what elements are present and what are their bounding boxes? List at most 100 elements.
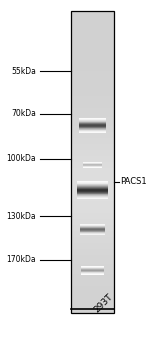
Bar bbox=[79, 128, 107, 129]
Text: 100kDa: 100kDa bbox=[6, 154, 36, 163]
Bar bbox=[77, 182, 108, 183]
Bar bbox=[79, 129, 107, 130]
Bar bbox=[71, 186, 114, 189]
Bar bbox=[71, 75, 114, 77]
Bar bbox=[71, 207, 114, 210]
Bar bbox=[71, 141, 114, 144]
Text: 170kDa: 170kDa bbox=[6, 256, 36, 265]
Bar bbox=[79, 121, 107, 122]
Bar bbox=[71, 289, 114, 292]
Bar bbox=[71, 165, 114, 168]
Bar bbox=[71, 90, 114, 92]
Text: 70kDa: 70kDa bbox=[11, 109, 36, 118]
Bar bbox=[79, 126, 107, 127]
Bar bbox=[71, 14, 114, 17]
Bar bbox=[71, 69, 114, 71]
Bar bbox=[71, 265, 114, 267]
Bar bbox=[71, 126, 114, 129]
Bar bbox=[71, 177, 114, 180]
Bar bbox=[79, 127, 107, 128]
Bar bbox=[71, 108, 114, 111]
Bar bbox=[71, 159, 114, 162]
Bar bbox=[71, 183, 114, 186]
Bar bbox=[71, 213, 114, 216]
Bar bbox=[71, 153, 114, 156]
Bar bbox=[71, 304, 114, 307]
Bar bbox=[79, 123, 107, 124]
Bar bbox=[71, 99, 114, 101]
Bar bbox=[71, 65, 114, 69]
Bar bbox=[71, 195, 114, 198]
Bar bbox=[71, 105, 114, 108]
Bar bbox=[71, 219, 114, 222]
Bar bbox=[77, 187, 108, 188]
Bar bbox=[71, 50, 114, 53]
Bar bbox=[71, 201, 114, 204]
Bar bbox=[71, 222, 114, 225]
Bar bbox=[71, 198, 114, 201]
Bar bbox=[79, 132, 107, 133]
Bar bbox=[71, 53, 114, 56]
Bar bbox=[71, 234, 114, 237]
Bar bbox=[71, 138, 114, 141]
Bar bbox=[71, 210, 114, 213]
Bar bbox=[77, 181, 108, 182]
Bar bbox=[71, 286, 114, 289]
Bar bbox=[71, 240, 114, 243]
Bar bbox=[71, 35, 114, 38]
Bar bbox=[71, 162, 114, 165]
Bar bbox=[77, 186, 108, 187]
Bar bbox=[71, 144, 114, 147]
Bar bbox=[71, 38, 114, 41]
Bar bbox=[71, 150, 114, 153]
Bar bbox=[71, 231, 114, 234]
Text: 130kDa: 130kDa bbox=[6, 212, 36, 221]
Bar bbox=[71, 267, 114, 271]
Bar bbox=[71, 237, 114, 240]
Bar bbox=[71, 41, 114, 44]
Bar bbox=[71, 62, 114, 65]
Bar bbox=[71, 280, 114, 282]
Bar bbox=[77, 191, 108, 192]
Bar bbox=[71, 174, 114, 177]
Bar bbox=[71, 307, 114, 310]
Bar bbox=[71, 301, 114, 304]
Bar bbox=[71, 11, 114, 313]
Bar bbox=[71, 228, 114, 231]
Bar bbox=[71, 258, 114, 261]
Bar bbox=[71, 189, 114, 192]
Bar bbox=[71, 56, 114, 60]
Bar bbox=[71, 23, 114, 26]
Bar bbox=[71, 114, 114, 117]
Bar bbox=[71, 80, 114, 84]
Bar bbox=[71, 60, 114, 62]
Bar bbox=[71, 216, 114, 219]
Bar bbox=[71, 92, 114, 96]
Bar bbox=[79, 124, 107, 125]
Bar bbox=[71, 129, 114, 132]
Bar bbox=[77, 185, 108, 186]
Bar bbox=[71, 17, 114, 20]
Bar bbox=[71, 47, 114, 50]
Bar bbox=[71, 117, 114, 120]
Bar bbox=[71, 44, 114, 47]
Bar bbox=[71, 295, 114, 298]
Bar bbox=[71, 192, 114, 195]
Bar bbox=[79, 125, 107, 126]
Bar bbox=[71, 32, 114, 35]
Bar bbox=[77, 195, 108, 196]
Bar bbox=[71, 271, 114, 273]
Text: 55kDa: 55kDa bbox=[11, 67, 36, 76]
Bar bbox=[71, 243, 114, 246]
Bar bbox=[71, 252, 114, 256]
Bar bbox=[71, 292, 114, 295]
Bar bbox=[71, 111, 114, 114]
Bar bbox=[71, 310, 114, 313]
Bar bbox=[71, 135, 114, 138]
Bar bbox=[71, 171, 114, 174]
Bar bbox=[71, 276, 114, 280]
Bar bbox=[71, 11, 114, 14]
Bar bbox=[71, 256, 114, 258]
Bar bbox=[77, 189, 108, 190]
Bar bbox=[71, 132, 114, 135]
